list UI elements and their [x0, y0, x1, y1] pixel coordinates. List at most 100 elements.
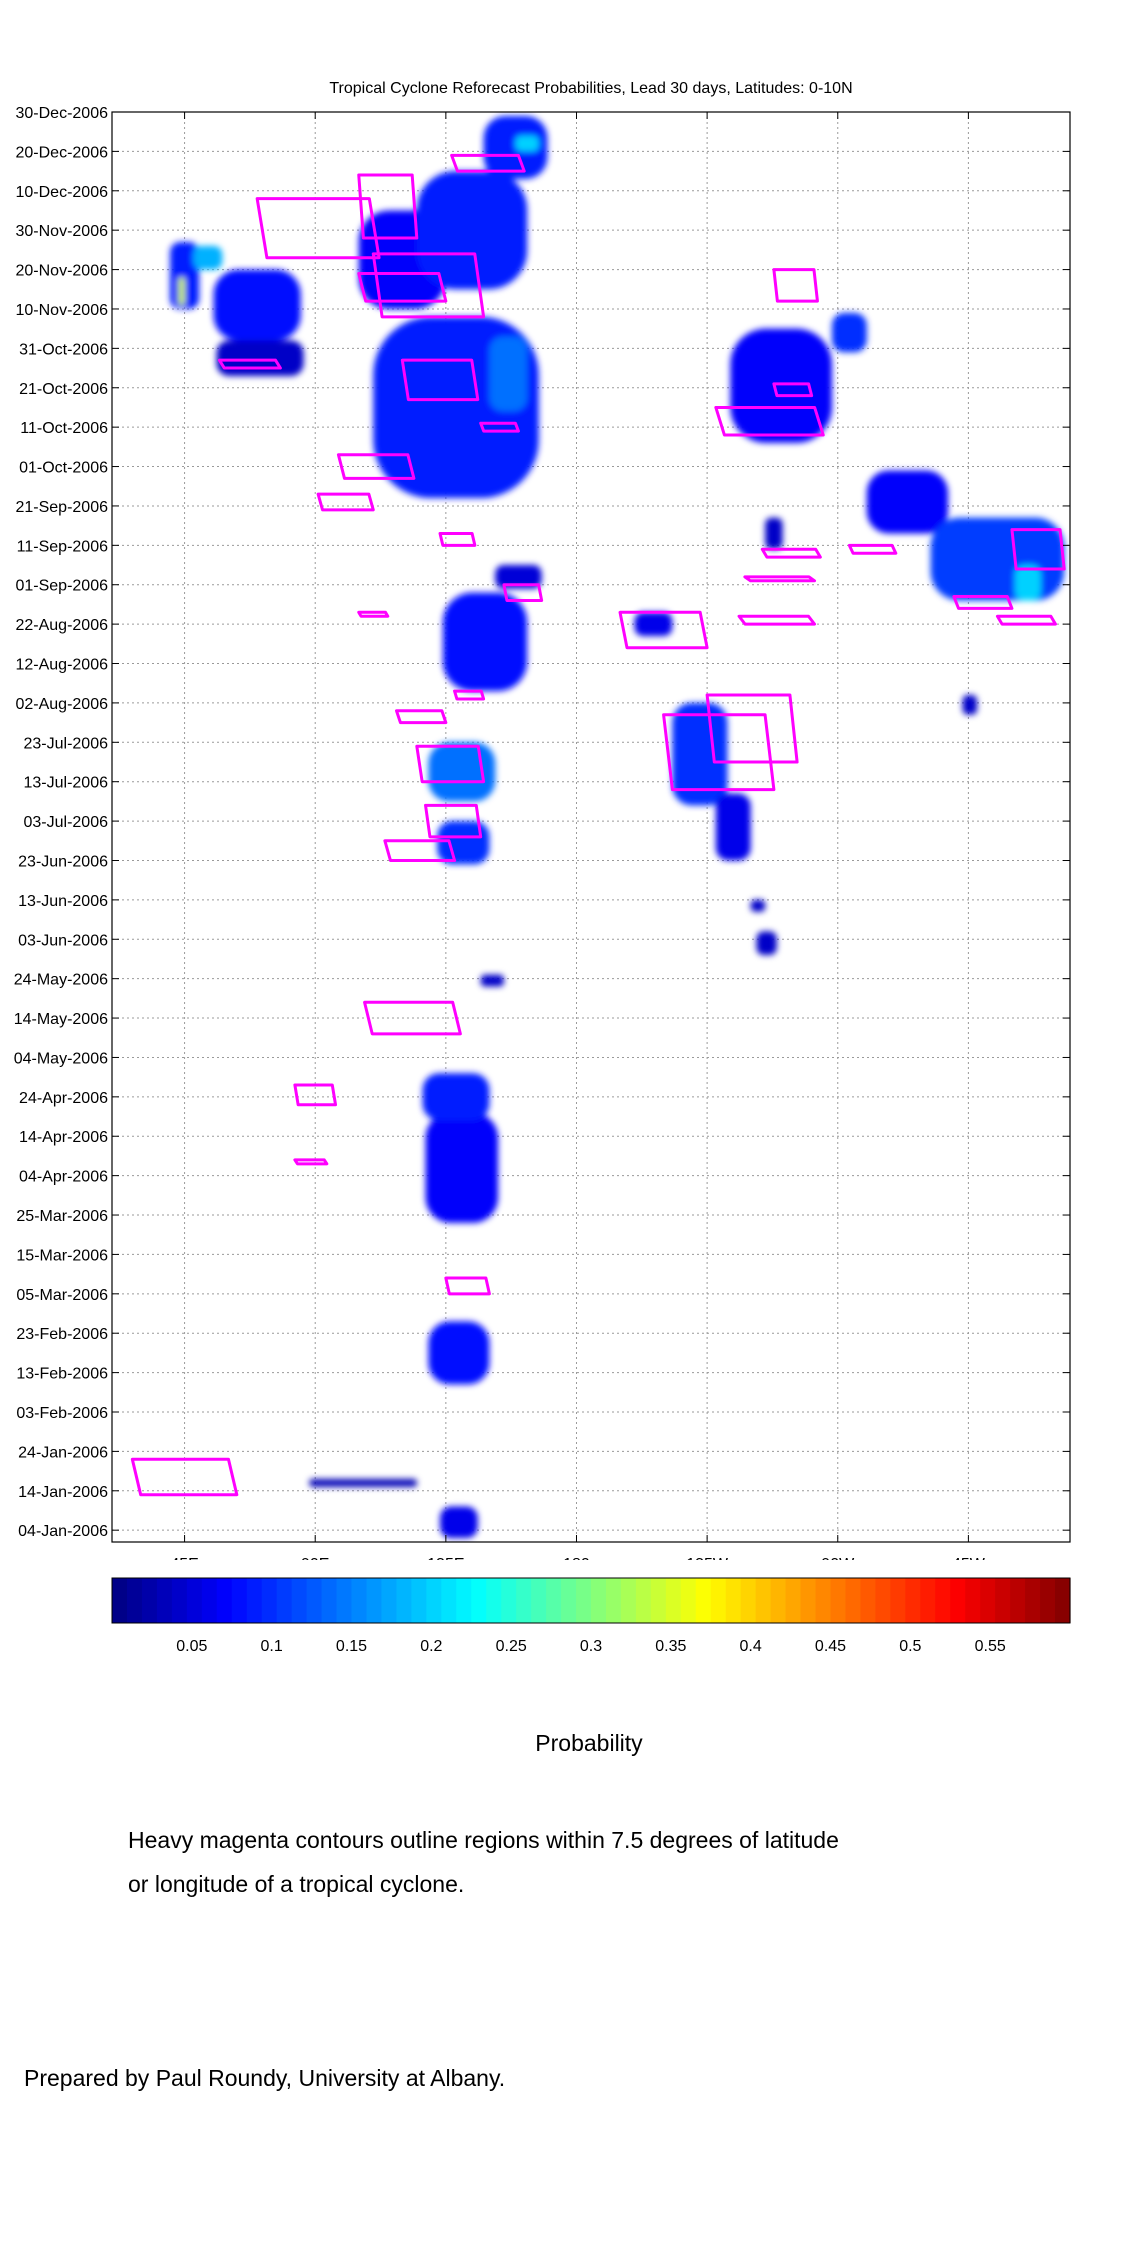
colorbar-tick-label: 0.5 [899, 1638, 921, 1655]
colorbar-swatch [336, 1578, 353, 1623]
colorbar-swatch [576, 1578, 592, 1623]
cyclone-contour [316, 492, 375, 512]
y-tick-label: 15-Mar-2006 [16, 1247, 108, 1264]
cyclone-contour [293, 1083, 338, 1107]
colorbar-swatch [725, 1578, 742, 1623]
colorbar-swatch [156, 1578, 173, 1623]
colorbar-swatch [665, 1578, 682, 1623]
probability-region [480, 974, 504, 987]
colorbar-tick-label: 0.2 [420, 1638, 442, 1655]
x-tick-label: 90E [301, 1556, 329, 1560]
y-tick-label: 14-Apr-2006 [19, 1129, 108, 1146]
probability-region [309, 1478, 417, 1487]
cyclone-contour [1010, 528, 1066, 571]
colorbar-swatch [141, 1578, 158, 1623]
probability-region [178, 277, 185, 306]
colorbar-tick-label: 0.55 [975, 1638, 1006, 1655]
probability-region [831, 312, 867, 353]
cyclone-contour [336, 453, 416, 480]
probability-region [765, 517, 783, 550]
y-tick-label: 20-Nov-2006 [16, 263, 109, 280]
cyclone-contour [502, 583, 544, 602]
y-tick-label: 23-Feb-2006 [16, 1326, 108, 1343]
colorbar-swatch [950, 1578, 966, 1623]
cyclone-contour [255, 197, 381, 260]
y-tick-label: 11-Sep-2006 [17, 538, 108, 555]
colorbar-swatch [845, 1578, 862, 1623]
y-tick-label: 14-May-2006 [14, 1011, 108, 1028]
colorbar-swatch [291, 1578, 308, 1623]
colorbar-ticks: 0.05 0.1 0.15 0.2 0.25 0.3 0.35 0.4 0.45 0.5 0.55 [176, 1638, 1006, 1655]
colorbar-swatch [650, 1578, 667, 1623]
colorbar-swatch [1040, 1578, 1056, 1623]
y-tick-label: 12-Aug-2006 [15, 657, 108, 674]
cyclone-contour [444, 1276, 491, 1296]
colorbar-swatch [860, 1578, 877, 1623]
colorbar-swatch [785, 1578, 802, 1623]
colorbar-swatch [456, 1578, 472, 1623]
probability-region [437, 821, 490, 865]
colorbar-swatch [546, 1578, 562, 1623]
probability-region [730, 328, 832, 443]
colorbar-swatch [381, 1578, 398, 1623]
y-tick-label: 04-Jan-2006 [18, 1523, 108, 1540]
y-axis-ticks: 30-Dec-2006 20-Dec-2006 10-Dec-2006 30-Nov-… [14, 105, 1070, 1540]
probability-region [866, 470, 949, 534]
cyclone-contour [438, 532, 477, 547]
y-tick-label: 24-May-2006 [14, 972, 108, 989]
colorbar-frame [111, 1577, 1071, 1624]
colorbar-swatch [441, 1578, 457, 1623]
colorbar-swatch [231, 1578, 248, 1623]
cyclone-contour [952, 595, 1014, 610]
cyclone-contour [772, 382, 814, 398]
y-tick-label: 10-Nov-2006 [16, 302, 109, 319]
colorbar-swatch [770, 1578, 787, 1623]
colorbar-swatch [710, 1578, 727, 1623]
probability-region [425, 1112, 499, 1223]
y-tick-label: 24-Jan-2006 [18, 1444, 108, 1461]
colorbar-tick-label: 0.4 [740, 1638, 762, 1655]
colorbar-swatch [501, 1578, 517, 1623]
colorbar-swatch [620, 1578, 637, 1623]
cyclone-contour [130, 1457, 239, 1497]
y-tick-label: 10-Dec-2006 [16, 184, 109, 201]
x-tick-label: 180 [563, 1556, 590, 1560]
y-tick-label: 05-Mar-2006 [16, 1287, 108, 1304]
colorbar-swatch [1010, 1578, 1026, 1623]
y-tick-label: 23-Jun-2006 [18, 853, 108, 870]
colorbar-swatch [396, 1578, 412, 1623]
colorbar-swatch [112, 1578, 128, 1623]
colorbar-swatch [201, 1578, 218, 1623]
colorbar-swatch [875, 1578, 891, 1623]
y-tick-label: 14-Jan-2006 [18, 1484, 108, 1501]
colorbar-swatch [830, 1578, 847, 1623]
colorbar-swatch [321, 1578, 338, 1623]
y-tick-label: 31-Oct-2006 [19, 341, 108, 358]
y-tick-label: 03-Jul-2006 [24, 814, 109, 831]
cyclone-contour [293, 1158, 329, 1166]
y-tick-label: 30-Dec-2006 [16, 105, 109, 122]
cyclone-contour [357, 610, 390, 618]
colorbar-swatch [905, 1578, 921, 1623]
colorbar-swatch [890, 1578, 906, 1623]
probability-region [483, 115, 548, 179]
x-tick-label: 45E [170, 1556, 198, 1560]
hovmoller-plot: 30-Dec-2006 20-Dec-2006 10-Dec-2006 30-Nov-… [14, 105, 1071, 1560]
colorbar-swatch [935, 1578, 951, 1623]
cyclone-contour [424, 803, 483, 839]
x-tick-label: 135W [686, 1556, 729, 1560]
y-tick-label: 21-Oct-2006 [19, 381, 108, 398]
probability-region [715, 793, 751, 861]
probability-region [756, 931, 777, 956]
caption-line-1: Heavy magenta contours outline regions w… [128, 1827, 839, 1853]
colorbar-swatch [635, 1578, 652, 1623]
colorbar-swatch [591, 1578, 607, 1623]
cyclone-contour [995, 614, 1057, 626]
colorbar-swatch [126, 1578, 143, 1623]
y-tick-label: 04-Apr-2006 [19, 1169, 108, 1186]
y-tick-label: 13-Jun-2006 [18, 893, 108, 910]
probability-regions [170, 115, 1065, 1539]
colorbar-swatch [516, 1578, 532, 1623]
colorbar-swatch [920, 1578, 936, 1623]
y-tick-label: 20-Dec-2006 [16, 144, 109, 161]
